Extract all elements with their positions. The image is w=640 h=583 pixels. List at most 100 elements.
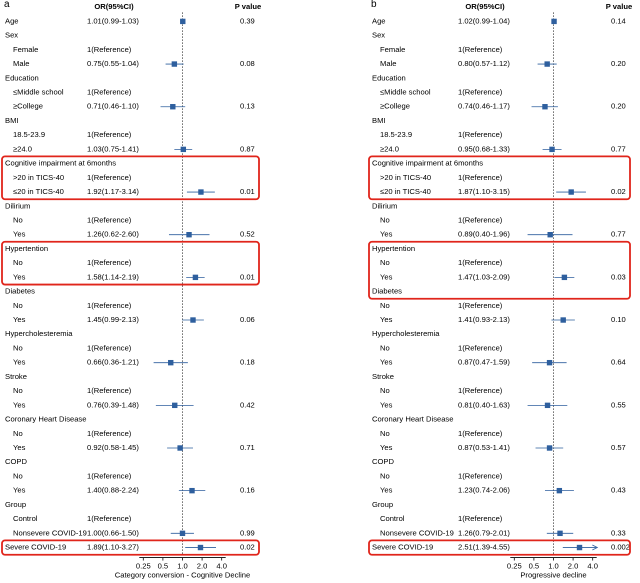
row-label: No	[13, 258, 23, 267]
row-label: Coronary Heart Disease	[372, 415, 453, 424]
p-value: 0.01	[240, 187, 255, 196]
or-ci-value: 0.71(0.46-1.10)	[87, 102, 139, 111]
row-label: Yes	[13, 443, 26, 452]
row-label: COPD	[5, 457, 27, 466]
or-ci-value: 1(Reference)	[87, 514, 132, 523]
or-ci-value: 1(Reference)	[458, 130, 503, 139]
p-value: 0.18	[240, 358, 255, 367]
or-ci-value: 1.87(1.10-3.15)	[458, 187, 510, 196]
or-ci-value: 0.89(0.40-1.96)	[458, 230, 510, 239]
or-ci-value: 1(Reference)	[87, 88, 132, 97]
row-label: Control	[13, 514, 38, 523]
or-ci-value: 1(Reference)	[458, 215, 503, 224]
row-label: ≤20 in TICS-40	[380, 187, 431, 196]
x-tick-label: 0.25	[507, 562, 522, 571]
row-label: Hypercholesteremia	[372, 329, 440, 338]
or-ci-value: 0.80(0.57-1.12)	[458, 59, 510, 68]
or-point	[560, 317, 566, 323]
or-point	[192, 274, 199, 281]
or-point	[546, 445, 553, 451]
or-ci-value: 2.51(1.39-4.55)	[458, 543, 510, 552]
row-label: Yes	[380, 486, 393, 495]
or-column-header: OR(95%CI)	[465, 2, 505, 11]
row-label: Yes	[13, 400, 26, 409]
p-value: 0.71	[240, 443, 255, 452]
or-point	[172, 402, 178, 409]
row-label: No	[380, 215, 390, 224]
or-ci-value: 1.58(1.14-2.19)	[87, 272, 139, 281]
or-ci-value: 1(Reference)	[87, 343, 132, 352]
p-value-column-header: P value	[606, 2, 632, 11]
or-point	[544, 61, 550, 67]
row-label: Female	[380, 45, 405, 54]
row-label: ≤Middle school	[13, 88, 64, 97]
or-point	[547, 232, 553, 238]
or-ci-value: 1(Reference)	[458, 343, 503, 352]
row-label: Male	[380, 59, 396, 68]
or-ci-value: 1(Reference)	[87, 386, 132, 395]
or-point	[168, 359, 174, 366]
row-label: Group	[372, 500, 393, 509]
or-ci-value: 0.81(0.40-1.63)	[458, 400, 510, 409]
or-point	[170, 104, 176, 110]
row-label: Diabetes	[5, 287, 35, 296]
p-value: 0.64	[611, 358, 626, 367]
p-value: 0.20	[611, 59, 626, 68]
row-label: Yes	[13, 358, 26, 367]
or-ci-value: 1(Reference)	[458, 471, 503, 480]
row-label: Education	[5, 73, 39, 82]
or-ci-value: 1(Reference)	[87, 173, 132, 182]
row-label: Dilirium	[372, 201, 397, 210]
or-point	[171, 61, 178, 67]
or-point	[189, 487, 195, 494]
or-point	[179, 530, 186, 537]
or-point	[556, 487, 563, 494]
row-label: No	[13, 471, 23, 480]
row-label: Yes	[380, 400, 393, 409]
row-label: ≤Middle school	[380, 88, 431, 97]
or-point	[549, 146, 555, 153]
row-label: Yes	[13, 230, 26, 239]
p-value: 0.002	[611, 543, 630, 552]
or-point	[576, 544, 583, 551]
or-point	[551, 18, 557, 25]
or-ci-value: 0.74(0.46-1.17)	[458, 102, 510, 111]
or-ci-value: 1(Reference)	[87, 130, 132, 139]
x-tick-label: 2.0	[568, 562, 579, 571]
row-label: ≥24.0	[380, 144, 399, 153]
or-point	[542, 104, 548, 110]
or-ci-value: 1(Reference)	[87, 429, 132, 438]
row-label: No	[380, 429, 390, 438]
row-label: Sex	[372, 31, 385, 40]
or-point	[180, 18, 186, 25]
row-label: 18.5-23.9	[380, 130, 412, 139]
panel-label: a	[4, 0, 10, 10]
x-tick-label: 0.5	[158, 562, 169, 571]
or-ci-value: 1.03(0.75-1.41)	[87, 144, 139, 153]
ci-arrow	[592, 544, 599, 551]
x-axis-label: Category conversion - Cognitive Decline	[115, 571, 251, 580]
or-ci-value: 1.26(0.79-2.01)	[458, 528, 510, 537]
row-label: Yes	[380, 443, 393, 452]
p-value: 0.06	[240, 315, 255, 324]
row-label: Yes	[13, 272, 26, 281]
or-ci-value: 1.23(0.74-2.06)	[458, 486, 510, 495]
p-value: 0.20	[611, 102, 626, 111]
row-label: Female	[13, 45, 38, 54]
row-label: ≥24.0	[13, 144, 32, 153]
p-value: 0.02	[240, 543, 255, 552]
row-label: Yes	[13, 315, 26, 324]
highlight-box	[1, 539, 260, 556]
row-label: ≤20 in TICS-40	[13, 187, 64, 196]
or-ci-value: 1(Reference)	[87, 301, 132, 310]
or-point	[190, 317, 196, 323]
p-value: 0.77	[611, 230, 626, 239]
row-label: BMI	[372, 116, 386, 125]
row-label: Coronary Heart Disease	[5, 415, 86, 424]
or-ci-value: 1(Reference)	[87, 471, 132, 480]
x-tick-label: 4.0	[216, 562, 227, 571]
p-value: 0.16	[240, 486, 255, 495]
or-ci-value: 1.26(0.62-2.60)	[87, 230, 139, 239]
p-value: 0.08	[240, 59, 255, 68]
p-value-column-header: P value	[235, 2, 261, 11]
